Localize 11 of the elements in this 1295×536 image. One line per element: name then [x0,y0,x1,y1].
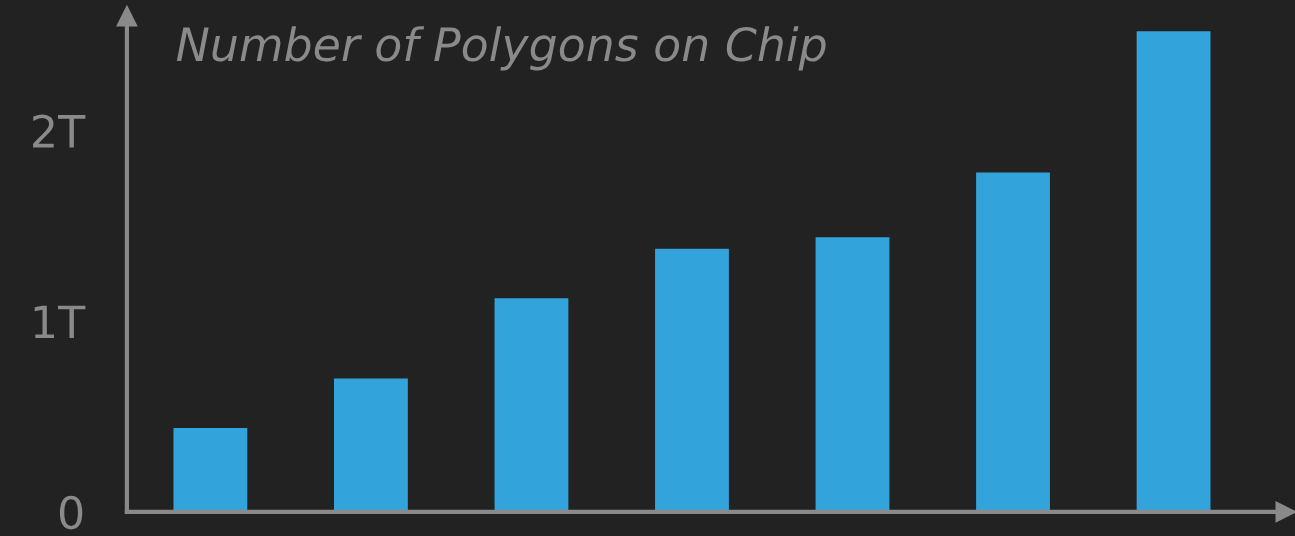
bar [815,237,890,512]
bar [655,248,729,512]
bar [976,172,1050,512]
bar [1136,31,1211,512]
bar [173,427,248,512]
y-tick-label: 0 [59,495,83,530]
y-tick-label: 2T [33,114,86,148]
bar [494,298,569,512]
y-tick-label: 1T [34,305,86,339]
chart-title: Number of Polygons on Chip [176,26,826,71]
bar [333,378,408,512]
